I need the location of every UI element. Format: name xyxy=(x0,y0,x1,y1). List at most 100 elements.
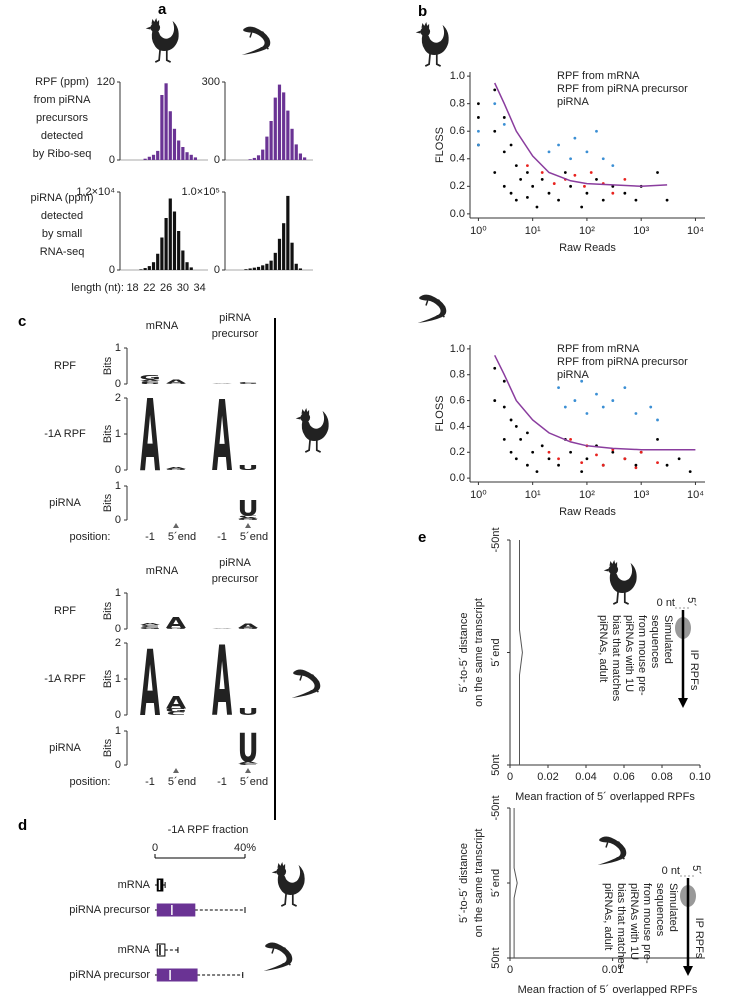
position: -1 xyxy=(145,776,155,788)
bar xyxy=(181,250,185,270)
annotation-arrow-label: IP RPFs xyxy=(693,918,705,959)
bar xyxy=(164,83,168,160)
logo-letter: G xyxy=(139,375,160,382)
point xyxy=(557,463,560,467)
point xyxy=(649,405,653,409)
point xyxy=(477,143,480,147)
column-label: precursor xyxy=(212,573,259,585)
y-axis-label: Bits xyxy=(102,738,114,757)
logo-letter: A xyxy=(166,466,187,469)
point xyxy=(573,173,577,177)
bar xyxy=(168,111,172,160)
x-tick-label: 10¹ xyxy=(525,489,541,501)
point xyxy=(526,171,529,174)
logo-letter: A xyxy=(212,626,232,738)
y-tick-label: 1.0×10⁵ xyxy=(181,186,220,198)
y-tick-label: 1 xyxy=(115,480,121,492)
point xyxy=(623,191,627,195)
bar xyxy=(256,155,261,160)
bar xyxy=(185,152,189,160)
end-marker xyxy=(245,523,251,528)
point xyxy=(595,178,598,181)
logo-letter: C xyxy=(166,712,185,716)
point xyxy=(531,184,535,188)
bar xyxy=(156,253,160,270)
y-tick-label: 1 xyxy=(115,428,121,440)
y-axis-label: by small xyxy=(42,228,82,240)
x-tick-label: 10² xyxy=(579,489,595,501)
bar xyxy=(298,153,303,160)
bar xyxy=(244,269,248,270)
position: -1 xyxy=(145,531,155,543)
point xyxy=(526,431,529,435)
annotation-arrow-label: IP RPFs xyxy=(688,650,700,691)
y-tick-label: 1 xyxy=(115,342,121,354)
point xyxy=(656,437,659,441)
lizard-icon xyxy=(596,835,628,866)
logo-letter: C xyxy=(238,763,257,766)
point xyxy=(509,418,513,422)
annotation-top: 0 nt xyxy=(657,597,675,609)
point xyxy=(493,129,497,133)
bar xyxy=(160,237,164,270)
logo-letter: A xyxy=(212,628,233,629)
point xyxy=(634,466,638,470)
logo-letter: G xyxy=(237,519,258,521)
point xyxy=(514,164,518,168)
x-tick-label: 34 xyxy=(193,282,205,294)
bar xyxy=(147,266,151,270)
bar xyxy=(193,157,198,160)
annotation-end: 5´ xyxy=(690,865,702,875)
point xyxy=(585,150,589,154)
point xyxy=(589,171,593,174)
x-tick-label: 10³ xyxy=(633,489,649,501)
point xyxy=(623,457,627,461)
bar xyxy=(156,150,160,160)
point xyxy=(514,457,518,461)
point xyxy=(580,461,584,465)
row-label: -1A RPF xyxy=(44,673,86,685)
annotation-arrowhead xyxy=(678,698,688,708)
annotation-end: 5´ xyxy=(685,597,697,607)
annotation-line: bias that matches xyxy=(610,615,622,702)
category-label: piRNA precursor xyxy=(69,969,150,981)
rooster-icon xyxy=(414,22,450,67)
point xyxy=(623,386,627,390)
annotation-arrowhead xyxy=(683,966,693,976)
point xyxy=(502,150,506,154)
point xyxy=(611,450,615,454)
point xyxy=(580,379,584,383)
point xyxy=(665,463,669,467)
end-marker xyxy=(173,768,179,773)
point xyxy=(502,122,506,126)
point xyxy=(563,171,567,174)
point xyxy=(569,450,572,454)
bar xyxy=(261,265,265,270)
bar xyxy=(177,231,181,270)
point xyxy=(493,399,497,402)
bar xyxy=(286,195,290,270)
annotation-line: Simulated xyxy=(667,883,679,932)
line xyxy=(513,808,518,958)
y-axis-label: precursors xyxy=(36,112,88,124)
point xyxy=(595,129,598,133)
annotation-top: 0 nt xyxy=(662,865,680,877)
y-tick-label: 50nt xyxy=(490,754,502,775)
bar xyxy=(269,121,273,160)
y-axis-label: on the same transcript xyxy=(473,598,485,707)
y-axis-label: 5´-to-5´ distance xyxy=(458,843,470,923)
y-tick-label: -50nt xyxy=(490,527,502,552)
annotation-line: piRNAs, adult xyxy=(597,615,609,682)
legend-entry: RPF from piRNA precursor xyxy=(557,356,688,368)
annotation-line: bias that matches xyxy=(615,883,627,970)
category-label: mRNA xyxy=(118,944,151,956)
column-label: piRNA xyxy=(219,557,251,569)
y-axis-label: RPF (ppm) xyxy=(35,76,89,88)
position: 5´end xyxy=(240,776,268,788)
x-tick-label: 0 xyxy=(507,771,513,783)
point xyxy=(573,136,577,140)
point xyxy=(611,399,615,402)
point xyxy=(623,178,627,181)
y-tick-label: 0.2 xyxy=(450,180,465,192)
